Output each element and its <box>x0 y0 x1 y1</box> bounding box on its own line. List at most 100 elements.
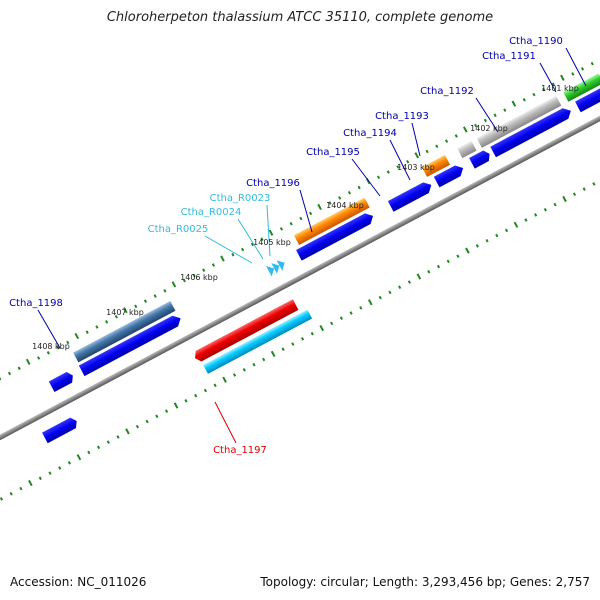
tick-mark <box>386 170 390 174</box>
tick-mark <box>553 202 557 207</box>
feature-ctha-1197-cds[interactable] <box>203 309 313 374</box>
tick-mark <box>0 376 2 381</box>
tick-label: 1405 kbp <box>253 238 291 247</box>
tick-mark <box>388 290 392 295</box>
feature-label[interactable]: Ctha_R0025 <box>148 224 209 235</box>
leader-line <box>214 401 237 444</box>
tick-mark <box>202 268 206 272</box>
feature-label[interactable]: Ctha_1197 <box>213 445 267 456</box>
tick-mark <box>87 450 91 455</box>
tick-mark <box>241 247 245 252</box>
leader-line <box>351 158 381 197</box>
tick-mark <box>367 299 373 306</box>
tick-mark <box>396 165 400 169</box>
tick-mark <box>308 211 313 216</box>
tick-mark <box>532 92 536 97</box>
cds-arrow[interactable] <box>296 211 376 261</box>
inner-tick-row <box>0 182 596 501</box>
tick-mark <box>503 108 507 112</box>
tick-mark <box>444 139 449 143</box>
tick-mark <box>534 213 538 217</box>
genome-summary-text: Topology: circular; Length: 3,293,456 bp… <box>260 575 590 589</box>
tick-mark <box>542 87 546 92</box>
tick-mark <box>153 294 157 298</box>
tick-mark <box>143 299 148 303</box>
tick-mark <box>406 159 410 164</box>
leader-line <box>389 139 411 181</box>
feature-label[interactable]: Ctha_1196 <box>246 178 300 189</box>
tick-mark <box>268 229 274 236</box>
tick-mark <box>232 373 237 377</box>
tick-mark <box>572 192 577 197</box>
tick-mark <box>106 440 110 444</box>
trna-arrow-r0025[interactable] <box>266 263 277 277</box>
tick-mark <box>328 201 332 205</box>
genome-backbone <box>0 74 600 464</box>
tick-mark <box>378 295 382 300</box>
tick-label: 1408 kbp <box>32 342 70 351</box>
cds-arrow[interactable] <box>575 84 600 113</box>
tick-mark <box>134 304 138 309</box>
leader-line <box>539 62 557 93</box>
feature-label[interactable]: Ctha_1192 <box>420 86 474 97</box>
feature-ctha-1194-block[interactable] <box>421 155 451 177</box>
tick-mark <box>231 252 235 257</box>
leader-line <box>475 97 499 133</box>
trna-arrow-r0024[interactable] <box>271 260 282 274</box>
cds-arrow[interactable] <box>490 105 573 158</box>
tick-mark <box>357 185 361 190</box>
tick-mark <box>164 409 169 413</box>
tick-mark <box>407 280 411 284</box>
cds-track <box>48 84 600 393</box>
tick-mark <box>495 233 499 238</box>
feature-label[interactable]: Ctha_1190 <box>509 36 563 47</box>
leader-line <box>237 218 264 260</box>
feature-ctha-1197-block[interactable] <box>192 299 299 363</box>
tick-mark <box>551 82 555 87</box>
trna-arrow-r0023[interactable] <box>276 258 288 271</box>
tick-mark <box>560 74 565 81</box>
tick-mark <box>299 216 303 221</box>
tick-mark <box>192 273 196 278</box>
cds-arrow-inner[interactable] <box>42 416 79 444</box>
map-title: Chloroherpeton thalassium ATCC 35110, co… <box>106 10 494 25</box>
tick-mark <box>114 314 118 319</box>
feature-label[interactable]: Ctha_1195 <box>306 147 360 158</box>
feature-ctha-1196-block[interactable] <box>293 197 370 245</box>
tick-mark <box>504 228 509 233</box>
tick-mark <box>359 306 363 310</box>
tick-mark <box>123 307 128 314</box>
cds-arrow[interactable] <box>78 313 184 377</box>
feature-label[interactable]: Ctha_R0024 <box>181 207 242 218</box>
feature-label[interactable]: Ctha_1198 <box>9 298 63 309</box>
tick-mark <box>194 393 198 398</box>
tick-mark <box>95 325 99 329</box>
cds-arrow[interactable] <box>48 370 76 393</box>
tick-mark <box>562 195 567 203</box>
tick-mark <box>74 332 80 340</box>
tick-mark <box>48 471 52 475</box>
tick-mark <box>493 113 497 118</box>
feature-labels: Ctha_1190 Ctha_1191 Ctha_1192 Ctha_1193 Ctha… <box>9 36 587 456</box>
cds-arrow[interactable] <box>387 180 434 212</box>
tick-mark <box>319 324 325 332</box>
cds-arrow[interactable] <box>469 149 492 169</box>
tick-mark <box>414 152 420 159</box>
tick-mark <box>7 371 12 376</box>
tick-mark <box>173 402 179 409</box>
tick-label: 1401 kbp <box>541 84 579 93</box>
tick-mark <box>446 259 450 264</box>
feature-ctha-1191-block[interactable] <box>563 73 600 102</box>
leader-line <box>266 204 271 257</box>
feature-label[interactable]: Ctha_1193 <box>375 111 429 122</box>
tick-mark <box>38 476 42 481</box>
cds-arrow[interactable] <box>433 163 466 188</box>
feature-ctha-1193-block[interactable] <box>457 140 477 159</box>
feature-label[interactable]: Ctha_1194 <box>343 128 397 139</box>
feature-ctha-1192-block[interactable] <box>476 95 562 148</box>
feature-ctha-1198-block[interactable] <box>73 301 176 363</box>
feature-label[interactable]: Ctha_1191 <box>482 51 536 62</box>
tick-mark <box>330 321 334 326</box>
feature-label[interactable]: Ctha_R0023 <box>210 193 271 204</box>
